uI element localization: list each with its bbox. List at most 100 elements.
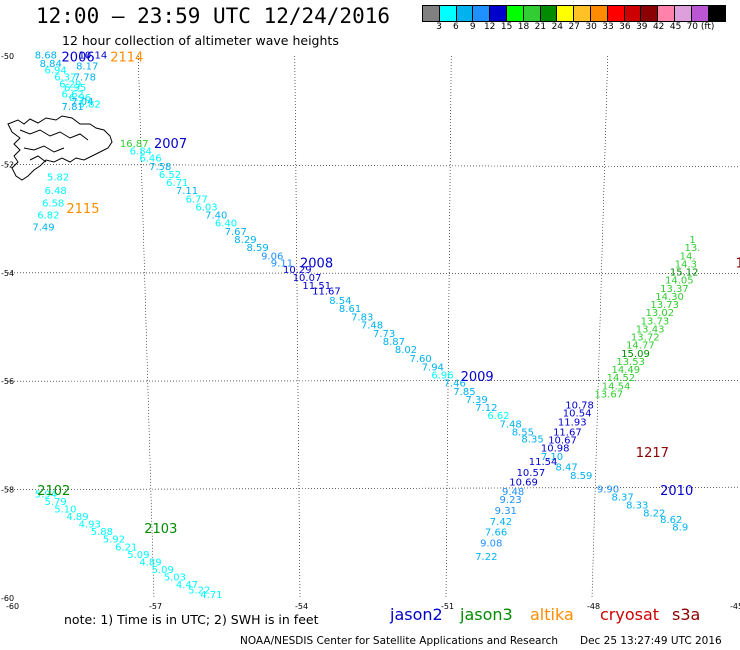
swh-value: 7.39: [465, 395, 487, 406]
swh-value: 14.49: [611, 365, 640, 376]
swh-value: 10.67: [548, 436, 577, 447]
legend-label: 45: [669, 22, 682, 32]
legend-swatch: [456, 6, 474, 21]
swh-value: 10.07: [293, 273, 322, 284]
swh-value: 8.47: [556, 463, 578, 474]
satellite-s3a: s3a: [672, 605, 701, 624]
swh-value: 8.17: [76, 62, 98, 73]
page-subtitle: 12 hour collection of altimeter wave hei…: [62, 33, 339, 48]
swh-value: 13.67: [594, 389, 623, 400]
swh-value: 11.51: [302, 281, 331, 292]
parallel-line: [7, 164, 739, 168]
swh-value: 7.48: [361, 321, 383, 332]
legend-label: 27: [568, 22, 580, 32]
legend-swatch: [439, 6, 457, 21]
swh-value: 5.82: [47, 173, 69, 184]
track-id-label: 2010: [660, 484, 693, 499]
swh-value: 8.84: [40, 59, 62, 70]
legend-label: 3: [436, 22, 442, 32]
swh-value: 7.49: [32, 223, 54, 234]
swh-value: 6.71: [166, 178, 188, 189]
coastline-inlet: [19, 129, 89, 163]
legend-swatch: [506, 6, 524, 21]
swh-value: 8.35: [521, 434, 543, 445]
generation-timestamp: Dec 25 13:27:49 UTC 2016: [580, 635, 722, 647]
track-id-label: 2007: [154, 137, 187, 152]
lat-label: -58: [1, 486, 14, 495]
swh-value: 5.09: [152, 565, 174, 576]
falkland-islands-coastline: [7, 115, 113, 181]
legend-swatch: [607, 6, 625, 21]
lat-label: -52: [1, 160, 14, 169]
swh-value: 7.58: [149, 162, 171, 173]
swh-value: 6.29: [59, 79, 81, 90]
swh-value: 8.59: [570, 471, 592, 482]
swh-value: 14.05: [665, 276, 694, 287]
track-id-label: 2009: [461, 370, 494, 385]
satellite-jason2: jason2: [390, 605, 443, 624]
swh-value: 6.58: [42, 199, 64, 210]
swh-value: 6.46: [139, 154, 161, 165]
legend-swatch: [641, 6, 659, 21]
lon-label: -51: [441, 602, 454, 610]
swh-value: 8.59: [246, 243, 268, 254]
swh-value: 6.52: [159, 170, 181, 181]
swh-value: 6.03: [195, 202, 217, 213]
meridian-line: [294, 55, 301, 599]
coastline-main: [7, 115, 113, 181]
swh-value: 13.72: [631, 333, 660, 344]
swh-value: 8.55: [512, 427, 534, 438]
lon-label: -45: [730, 602, 740, 610]
color-legend: [422, 5, 727, 22]
swh-value: 8.87: [383, 337, 405, 348]
swh-value: 5.79: [45, 497, 67, 508]
swh-value: 6.96: [69, 93, 91, 104]
swh-value: 10.14: [79, 51, 108, 62]
swh-value: 6.37: [54, 72, 76, 83]
swh-value: 16.87: [120, 139, 149, 150]
swh-value: 11.93: [558, 418, 587, 429]
swh-value: 7.46: [444, 379, 466, 390]
swh-value: 6.94: [45, 65, 67, 76]
swh-value: 14.54: [602, 381, 631, 392]
swh-value: 5.92: [103, 535, 125, 546]
swh-value: 9.31: [495, 506, 517, 517]
lat-label: -54: [1, 269, 14, 278]
swh-value: 7.73: [373, 329, 395, 340]
swh-value: 6.96: [431, 370, 453, 381]
swh-value: 7.94: [422, 362, 444, 373]
swh-value: 10.78: [565, 400, 594, 411]
track-id-label: 13: [736, 256, 740, 271]
swh-value: 6.21: [115, 542, 137, 553]
swh-value: 6.48: [45, 186, 67, 197]
graticule: [7, 55, 739, 599]
swh-value: 15.12: [670, 268, 699, 279]
swh-value: 13.73: [641, 316, 670, 327]
track-id-label: 2008: [300, 256, 333, 271]
swh-value: 7.42: [490, 517, 512, 528]
swh-value: 14.52: [607, 373, 636, 384]
swh-value: 5.03: [164, 573, 186, 584]
swh-value: 7.10: [541, 452, 563, 463]
lat-label: -60: [1, 594, 14, 603]
legend-swatch: [574, 6, 591, 21]
legend-swatch: [674, 6, 692, 21]
swh-value: 7.60: [410, 354, 432, 365]
legend-swatch: [691, 6, 709, 21]
swh-value: 7.22: [475, 552, 497, 563]
legend-label: 24: [551, 22, 564, 32]
swh-value: 6.40: [215, 219, 237, 230]
legend-labels: 3 6 9 12 15 18 21 24 27 30 33 36 39 42 45 70 (ft): [422, 22, 732, 34]
legend-swatch: [624, 6, 642, 21]
track-labels: 2006 2114 2007 2115 2008 2009 1217 2010 2102 2103…: [37, 50, 740, 537]
swh-value: 13.: [684, 243, 700, 254]
legend-swatch: [708, 6, 726, 21]
lon-label: -48: [587, 602, 600, 610]
legend-swatch: [473, 6, 491, 21]
swh-value: 13.37: [660, 284, 689, 295]
swh-value: 7.12: [475, 403, 497, 414]
swh-value: 14.: [680, 251, 696, 262]
swh-value: 4.93: [79, 520, 101, 531]
swh-value: 8.68: [35, 51, 57, 62]
legend-swatch: [523, 6, 541, 21]
